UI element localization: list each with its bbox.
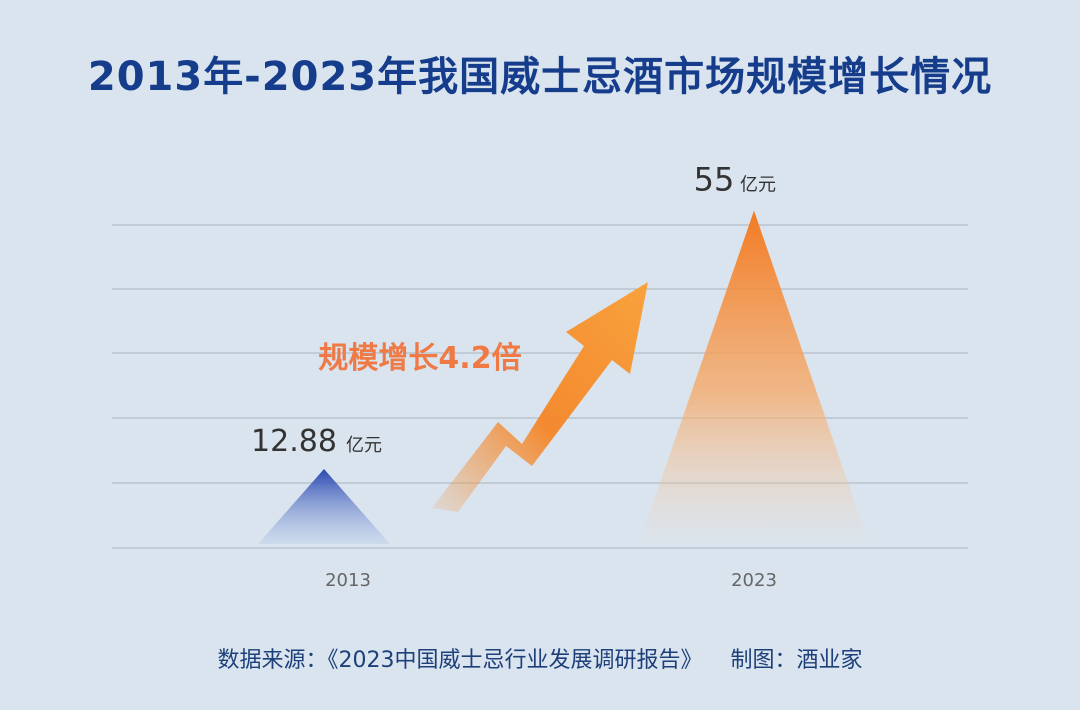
value-unit-2023: 亿元 — [740, 175, 776, 196]
bars — [258, 210, 869, 544]
value-label-2023: 55 — [694, 161, 735, 199]
bar-2023 — [639, 210, 869, 544]
data-source-text: 数据来源：《2023中国威士忌行业发展调研报告》 — [217, 648, 703, 673]
bar-2013 — [258, 469, 390, 544]
value-unit-2013: 亿元 — [346, 435, 382, 456]
chart-title: 2013年-2023年我国威士忌酒市场规模增长情况 — [87, 54, 993, 100]
chart-maker-text: 制图：酒业家 — [730, 648, 863, 673]
category-label-2013: 2013 — [325, 570, 371, 591]
value-label-2013: 12.88 — [251, 424, 337, 459]
growth-annotation: 规模增长4.2倍 — [318, 341, 521, 376]
growth-arrow — [432, 282, 648, 512]
source-footer: 数据来源：《2023中国威士忌行业发展调研报告》 制图：酒业家 — [0, 642, 1080, 674]
category-label-2023: 2023 — [731, 570, 777, 591]
category-labels: 2013 2023 — [325, 570, 777, 591]
